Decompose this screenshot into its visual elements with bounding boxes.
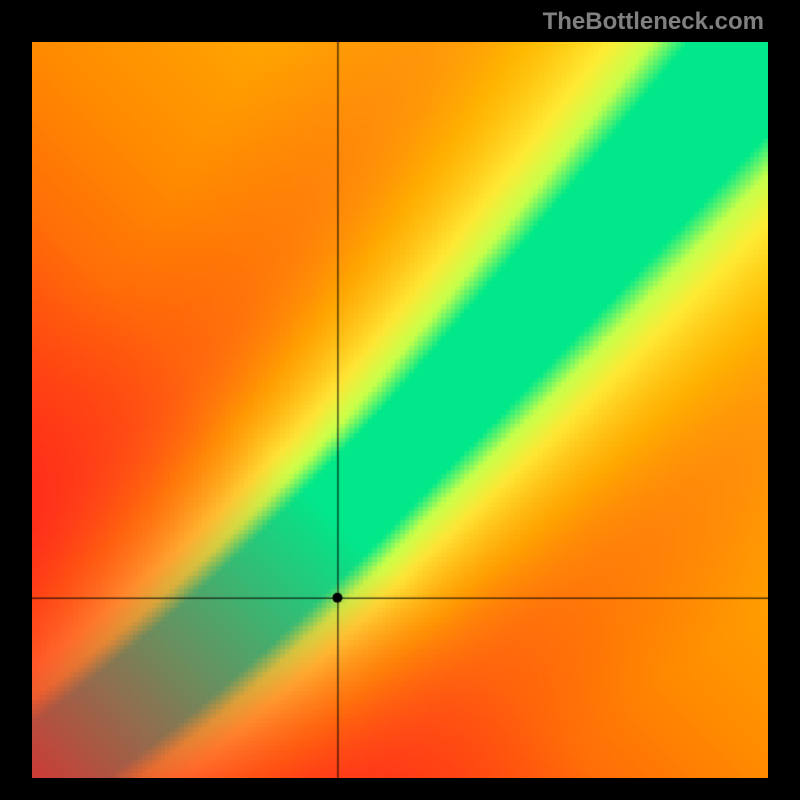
watermark-text: TheBottleneck.com	[543, 8, 764, 36]
chart-container: TheBottleneck.com	[0, 0, 800, 800]
heatmap-canvas	[32, 42, 768, 778]
